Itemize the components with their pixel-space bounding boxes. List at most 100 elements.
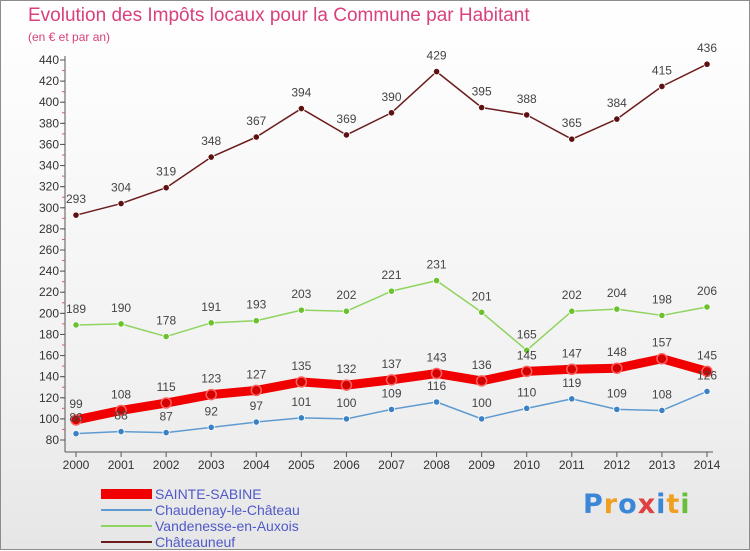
data-point [478, 103, 486, 112]
data-label: 127 [246, 367, 266, 381]
data-label: 193 [246, 298, 266, 312]
data-point [70, 414, 82, 426]
logo-letter: i [680, 489, 691, 520]
data-point [160, 397, 172, 409]
x-tick-label: 2011 [559, 458, 585, 472]
data-label: 202 [562, 288, 582, 302]
data-label: 116 [427, 379, 446, 393]
data-point [297, 414, 305, 422]
data-label: 87 [159, 410, 173, 424]
data-label: 123 [201, 372, 221, 386]
data-point [701, 365, 713, 378]
data-point [252, 133, 260, 141]
data-point [611, 362, 623, 374]
data-label: 204 [607, 286, 627, 300]
legend-swatch [101, 525, 152, 527]
chart-subtitle: (en € et par an) [28, 30, 111, 44]
x-tick-label: 2002 [153, 458, 180, 472]
data-point [478, 415, 486, 423]
data-point [207, 423, 215, 431]
data-point [658, 311, 666, 320]
data-label: 92 [205, 404, 219, 418]
data-labels: 293 304 319 348 367 394 369 390 429 395 388 365 384 4… [66, 41, 717, 424]
data-point [703, 60, 711, 68]
y-tick-label: 180 [39, 327, 59, 341]
data-point [297, 104, 305, 113]
data-point [117, 320, 125, 328]
data-point [475, 375, 488, 387]
data-label: 319 [156, 165, 176, 179]
x-tick-label: 2006 [333, 458, 360, 472]
y-tick-label: 400 [39, 95, 59, 109]
legend-label: Vandenesse-en-Auxois [155, 518, 299, 534]
x-tick-label: 2012 [604, 458, 631, 472]
data-label: 304 [111, 181, 131, 195]
data-point [658, 406, 666, 415]
x-tick-label: 2007 [378, 458, 405, 472]
y-tick-label: 220 [39, 285, 59, 299]
data-label: 191 [201, 300, 221, 314]
x-tick-label: 2003 [198, 458, 225, 472]
data-point [703, 387, 711, 396]
data-point [613, 305, 621, 313]
x-tick-label: 2000 [63, 458, 90, 472]
data-label: 132 [336, 362, 356, 376]
data-point [117, 427, 125, 436]
data-label: 388 [517, 92, 537, 106]
data-point [523, 346, 531, 354]
data-label: 415 [652, 63, 672, 77]
y-tick-label: 380 [39, 116, 59, 130]
data-label: 101 [291, 395, 311, 409]
data-label: 145 [517, 348, 537, 362]
data-point [252, 418, 260, 426]
data-point [340, 379, 353, 391]
data-point [520, 365, 533, 378]
data-point [432, 398, 441, 406]
data-label: 108 [652, 387, 672, 401]
data-point [117, 199, 125, 208]
x-tick-label: 2008 [423, 458, 450, 472]
legend-swatch [101, 509, 152, 511]
y-tick-label: 200 [39, 306, 59, 320]
y-tick-label: 80 [46, 433, 60, 447]
y-tick-label: 440 [39, 53, 59, 67]
data-point [115, 404, 127, 417]
data-label: 221 [381, 268, 401, 282]
data-label: 135 [291, 359, 311, 373]
data-point [162, 184, 170, 192]
data-label: 136 [472, 358, 492, 372]
y-tick-label: 420 [39, 74, 59, 88]
y-tick-label: 300 [39, 201, 59, 215]
series-line [75, 63, 708, 216]
y-tick-label: 240 [39, 264, 59, 278]
data-point [252, 317, 260, 325]
data-label: 88 [114, 409, 128, 423]
data-label: 178 [156, 314, 176, 328]
data-point [432, 277, 441, 285]
legend-label: Châteauneuf [155, 534, 236, 550]
logo-letter: i [656, 489, 667, 520]
data-point [523, 404, 531, 412]
data-point [207, 153, 215, 161]
data-point [613, 115, 621, 123]
data-point [295, 376, 308, 388]
x-tick-label: 2014 [694, 458, 721, 472]
x-tick-label: 2013 [649, 458, 676, 472]
data-point [162, 429, 170, 437]
data-point [568, 395, 576, 403]
data-point [703, 303, 711, 311]
data-point [342, 307, 351, 315]
data-label: 137 [381, 357, 401, 371]
data-point [387, 287, 396, 295]
data-point [162, 332, 170, 341]
x-tick-label: 2004 [243, 458, 270, 472]
legend-label: SAINTE-SABINE [155, 486, 262, 502]
data-point [387, 405, 396, 413]
data-point [568, 135, 576, 143]
data-label: 148 [607, 345, 627, 359]
data-point [478, 308, 486, 316]
data-point [387, 109, 396, 117]
logo-letter: x [637, 489, 657, 520]
data-label: 86 [69, 411, 83, 425]
data-point [566, 363, 578, 376]
